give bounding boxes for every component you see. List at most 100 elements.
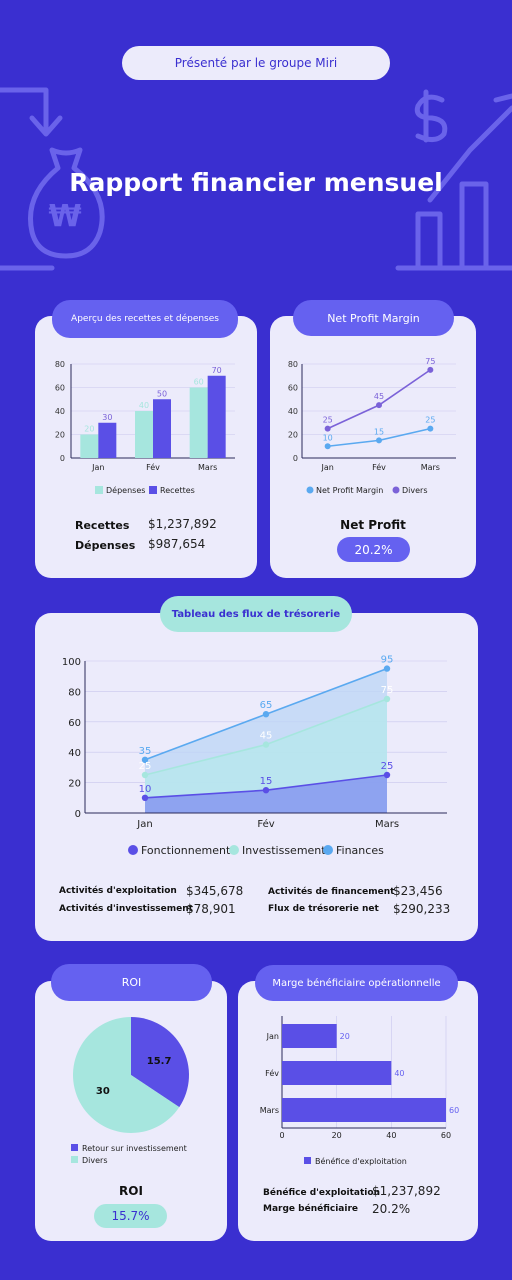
cashflow-area-chart: 0 20 40 60 80 100 Jan Fév Mars 35 65 95 25 45 75 10 15 25… — [62, 655, 447, 857]
bar-recettes — [153, 399, 171, 458]
header-decoration: ₩ — [0, 87, 512, 271]
data-label: 15 — [260, 776, 273, 787]
data-point — [383, 665, 391, 672]
data-point — [324, 443, 331, 450]
legend-swatch — [95, 486, 103, 494]
roi-stat-badge: 15.7% — [94, 1204, 167, 1228]
data-point — [324, 425, 331, 432]
x-tick-label: Mars — [375, 819, 399, 830]
cashflow-stat-value-3: $290,233 — [393, 902, 451, 916]
y-tick-label: 40 — [68, 748, 81, 759]
arrow-down-icon — [0, 87, 49, 133]
legend-swatch — [229, 845, 239, 855]
legend-swatch — [304, 1157, 311, 1164]
npm-line-chart: 0 20 40 60 80 Jan Fév Mars 10 15 25 25 45 75 Net Profi… — [288, 357, 456, 495]
money-bag-icon — [28, 147, 105, 259]
data-label: 65 — [260, 700, 273, 711]
data-label: 25 — [381, 761, 394, 772]
legend-swatch — [306, 486, 314, 494]
npm-card — [270, 316, 476, 578]
data-label: 60 — [194, 378, 204, 387]
overview-stat-value-0: $1,237,892 — [148, 517, 217, 531]
data-label: 95 — [381, 655, 394, 666]
data-label: 70 — [212, 366, 222, 375]
data-label: 75 — [381, 685, 394, 696]
overview-stat-label-0: Recettes — [75, 519, 130, 532]
x-tick-label: 0 — [279, 1131, 284, 1140]
data-point — [383, 695, 391, 703]
data-point — [262, 741, 270, 748]
margin-stat-value-0: $1,237,892 — [372, 1184, 441, 1198]
legend-label: Fonctionnement — [141, 844, 231, 857]
data-label: 40 — [394, 1069, 404, 1078]
data-label: 40 — [139, 401, 149, 410]
y-tick-label: 20 — [288, 431, 298, 440]
npm-title-pill: Net Profit Margin — [293, 300, 454, 336]
bar-depenses — [135, 411, 153, 458]
x-tick-label: Fév — [257, 818, 274, 830]
data-label: 10 — [323, 433, 333, 442]
bar-benefice — [282, 1061, 392, 1085]
data-label: 45 — [374, 392, 384, 401]
overview-stat-value-1: $987,654 — [148, 537, 206, 551]
slice-label: 30 — [96, 1086, 110, 1097]
data-point — [427, 366, 434, 373]
data-label: 20 — [340, 1032, 350, 1041]
margin-stat-value-1: 20.2% — [372, 1202, 411, 1216]
bar-depenses — [80, 434, 99, 458]
overview-title-pill: Aperçu des recettes et dépenses — [52, 300, 238, 338]
margin-title-pill: Marge bénéficiaire opérationnelle — [255, 965, 458, 1001]
data-label: 15 — [374, 427, 384, 436]
legend-swatch — [128, 845, 138, 855]
data-label: 30 — [102, 413, 112, 422]
pie-slice — [73, 1017, 180, 1133]
cashflow-stat-label-2: Activités de financement — [268, 887, 395, 897]
legend-label: Divers — [82, 1156, 108, 1165]
roi-pie-chart: 15.7 30 Retour sur investissement Divers — [71, 1017, 190, 1165]
roi-title-pill: ROI — [51, 964, 212, 1001]
x-tick-label: Fév — [372, 462, 386, 472]
legend-swatch — [323, 845, 333, 855]
data-label: 25 — [425, 416, 435, 425]
data-point — [427, 425, 434, 432]
margin-stat-label-1: Marge bénéficiaire — [263, 1204, 358, 1214]
data-point — [262, 787, 270, 794]
y-tick-label: Jan — [266, 1032, 279, 1041]
bar-benefice — [282, 1024, 337, 1048]
roi-stat-label: ROI — [119, 1184, 143, 1198]
y-tick-label: 80 — [68, 687, 81, 698]
margin-stat-label-0: Bénéfice d'exploitation — [263, 1188, 380, 1198]
y-tick-label: 100 — [62, 657, 81, 668]
y-tick-label: 0 — [293, 454, 298, 463]
data-point — [141, 756, 149, 763]
data-label: 20 — [84, 425, 94, 434]
x-tick-label: Jan — [91, 463, 104, 472]
y-tick-label: 80 — [288, 360, 298, 369]
y-tick-label: 40 — [55, 407, 65, 416]
cashflow-title-pill: Tableau des flux de trésorerie — [160, 596, 352, 632]
x-tick-label: 60 — [441, 1131, 451, 1140]
legend-swatch — [392, 486, 400, 494]
y-tick-label: 60 — [68, 718, 81, 729]
data-label: 25 — [139, 761, 152, 772]
x-tick-label: Jan — [320, 463, 333, 472]
y-tick-label: 60 — [288, 384, 298, 393]
dollar-sign-icon — [414, 89, 448, 143]
margin-hbar-chart: 0 20 40 60 20 Jan 40 Fév 60 Mars Bénéfice d'exploi… — [260, 1016, 459, 1166]
data-label: 45 — [260, 731, 273, 742]
data-point — [376, 402, 382, 409]
y-tick-label: 0 — [60, 454, 65, 463]
data-label: 35 — [139, 746, 152, 757]
x-tick-label: 40 — [386, 1131, 396, 1140]
slice-label: 15.7 — [147, 1056, 172, 1067]
cashflow-stat-value-0: $345,678 — [186, 884, 244, 898]
legend-label: Bénéfice d'exploitation — [315, 1156, 407, 1166]
x-tick-label: Mars — [198, 463, 217, 472]
data-point — [262, 711, 270, 718]
x-tick-label: Jan — [136, 819, 152, 830]
y-tick-label: Mars — [260, 1106, 279, 1115]
legend-label: Divers — [402, 486, 428, 495]
data-label: 75 — [425, 357, 435, 366]
legend-label: Investissements — [242, 844, 332, 857]
y-tick-label: 0 — [75, 809, 81, 820]
